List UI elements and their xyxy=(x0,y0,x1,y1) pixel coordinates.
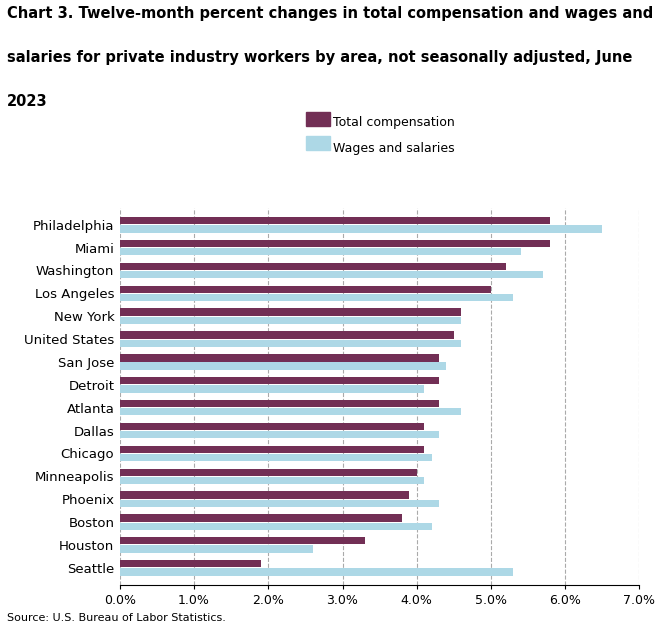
Bar xyxy=(120,362,446,370)
Bar xyxy=(120,308,462,316)
Bar xyxy=(120,225,602,233)
Bar xyxy=(120,431,439,438)
Bar xyxy=(120,477,424,484)
Bar xyxy=(120,469,417,476)
Bar xyxy=(120,263,505,270)
Bar xyxy=(120,217,550,225)
Bar xyxy=(120,408,462,416)
Bar xyxy=(120,491,410,499)
Bar xyxy=(120,545,313,553)
Bar xyxy=(120,423,424,430)
Text: 2023: 2023 xyxy=(7,94,47,109)
Bar xyxy=(120,271,543,278)
Bar xyxy=(120,560,261,567)
Bar xyxy=(120,537,365,545)
Text: Source: U.S. Bureau of Labor Statistics.: Source: U.S. Bureau of Labor Statistics. xyxy=(7,613,226,623)
Bar xyxy=(120,515,402,521)
Text: Total compensation: Total compensation xyxy=(333,116,455,130)
Bar xyxy=(120,354,439,362)
Bar xyxy=(120,340,462,347)
Bar xyxy=(120,454,432,461)
Bar xyxy=(120,286,491,293)
Bar xyxy=(120,386,424,392)
Bar xyxy=(120,377,439,384)
Bar xyxy=(120,294,513,301)
Bar xyxy=(120,248,521,255)
Bar xyxy=(120,316,462,324)
Bar xyxy=(120,499,439,507)
Bar xyxy=(120,240,550,247)
Bar xyxy=(120,446,424,453)
Bar xyxy=(120,400,439,407)
Bar xyxy=(120,523,432,530)
Text: salaries for private industry workers by area, not seasonally adjusted, June: salaries for private industry workers by… xyxy=(7,50,632,65)
Text: Chart 3. Twelve-month percent changes in total compensation and wages and: Chart 3. Twelve-month percent changes in… xyxy=(7,6,653,21)
Text: Wages and salaries: Wages and salaries xyxy=(333,142,455,155)
Bar xyxy=(120,568,513,576)
Bar xyxy=(120,331,454,338)
